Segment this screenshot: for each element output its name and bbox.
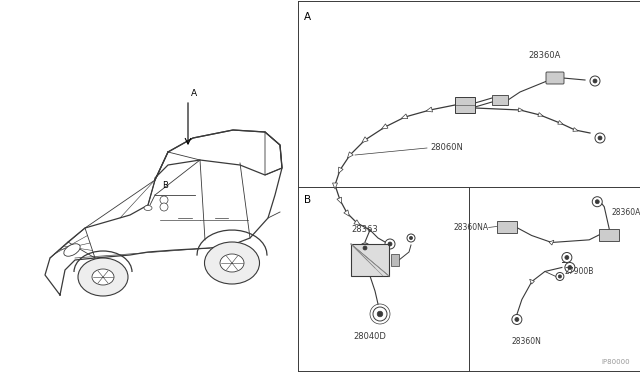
Circle shape — [565, 256, 569, 260]
Circle shape — [512, 314, 522, 324]
Text: 28060N: 28060N — [430, 144, 463, 153]
Bar — [492, 95, 508, 105]
Circle shape — [410, 236, 413, 240]
Polygon shape — [538, 113, 543, 116]
FancyBboxPatch shape — [546, 72, 564, 84]
Circle shape — [373, 307, 387, 321]
Ellipse shape — [92, 269, 114, 285]
Polygon shape — [573, 128, 578, 131]
Circle shape — [595, 133, 605, 143]
Polygon shape — [333, 183, 337, 189]
Polygon shape — [337, 197, 342, 204]
Polygon shape — [354, 220, 360, 225]
Circle shape — [590, 76, 600, 86]
Ellipse shape — [144, 205, 152, 211]
Polygon shape — [401, 114, 408, 119]
Circle shape — [556, 272, 564, 280]
Circle shape — [407, 234, 415, 242]
Text: A: A — [304, 12, 311, 22]
Polygon shape — [557, 121, 563, 124]
Polygon shape — [381, 124, 388, 129]
Circle shape — [377, 311, 383, 317]
Text: 28360NA: 28360NA — [454, 223, 488, 232]
Bar — [391, 254, 399, 266]
Polygon shape — [348, 152, 353, 158]
Circle shape — [160, 196, 168, 204]
Circle shape — [558, 275, 561, 278]
Circle shape — [593, 79, 597, 83]
Circle shape — [363, 246, 367, 250]
Bar — [497, 221, 516, 234]
Text: 28363: 28363 — [351, 225, 378, 234]
Circle shape — [385, 239, 395, 249]
Bar — [599, 229, 620, 241]
Circle shape — [598, 136, 602, 140]
Circle shape — [568, 266, 572, 269]
Circle shape — [562, 253, 572, 263]
Polygon shape — [426, 107, 433, 112]
Text: 28040D: 28040D — [353, 332, 387, 341]
Polygon shape — [530, 279, 534, 284]
Ellipse shape — [78, 258, 128, 296]
Bar — [351, 244, 389, 276]
Text: IP80000: IP80000 — [602, 359, 630, 365]
Circle shape — [515, 317, 519, 321]
Circle shape — [595, 200, 599, 204]
Text: B: B — [304, 195, 311, 205]
Ellipse shape — [64, 244, 80, 256]
Ellipse shape — [205, 242, 259, 284]
Polygon shape — [518, 108, 523, 112]
Polygon shape — [362, 137, 368, 142]
Text: B: B — [162, 181, 168, 190]
Circle shape — [565, 263, 575, 272]
Bar — [455, 97, 475, 113]
Text: 28360A: 28360A — [611, 208, 640, 217]
Circle shape — [592, 197, 602, 207]
Polygon shape — [344, 210, 349, 216]
Text: 27900B: 27900B — [565, 267, 595, 276]
Circle shape — [360, 243, 370, 253]
Polygon shape — [549, 240, 554, 245]
Circle shape — [388, 242, 392, 246]
Text: A: A — [191, 89, 197, 98]
Text: 28360A: 28360A — [529, 51, 561, 60]
Circle shape — [160, 203, 168, 211]
Ellipse shape — [220, 254, 244, 272]
Text: 28360N: 28360N — [512, 337, 541, 346]
Polygon shape — [338, 167, 343, 174]
